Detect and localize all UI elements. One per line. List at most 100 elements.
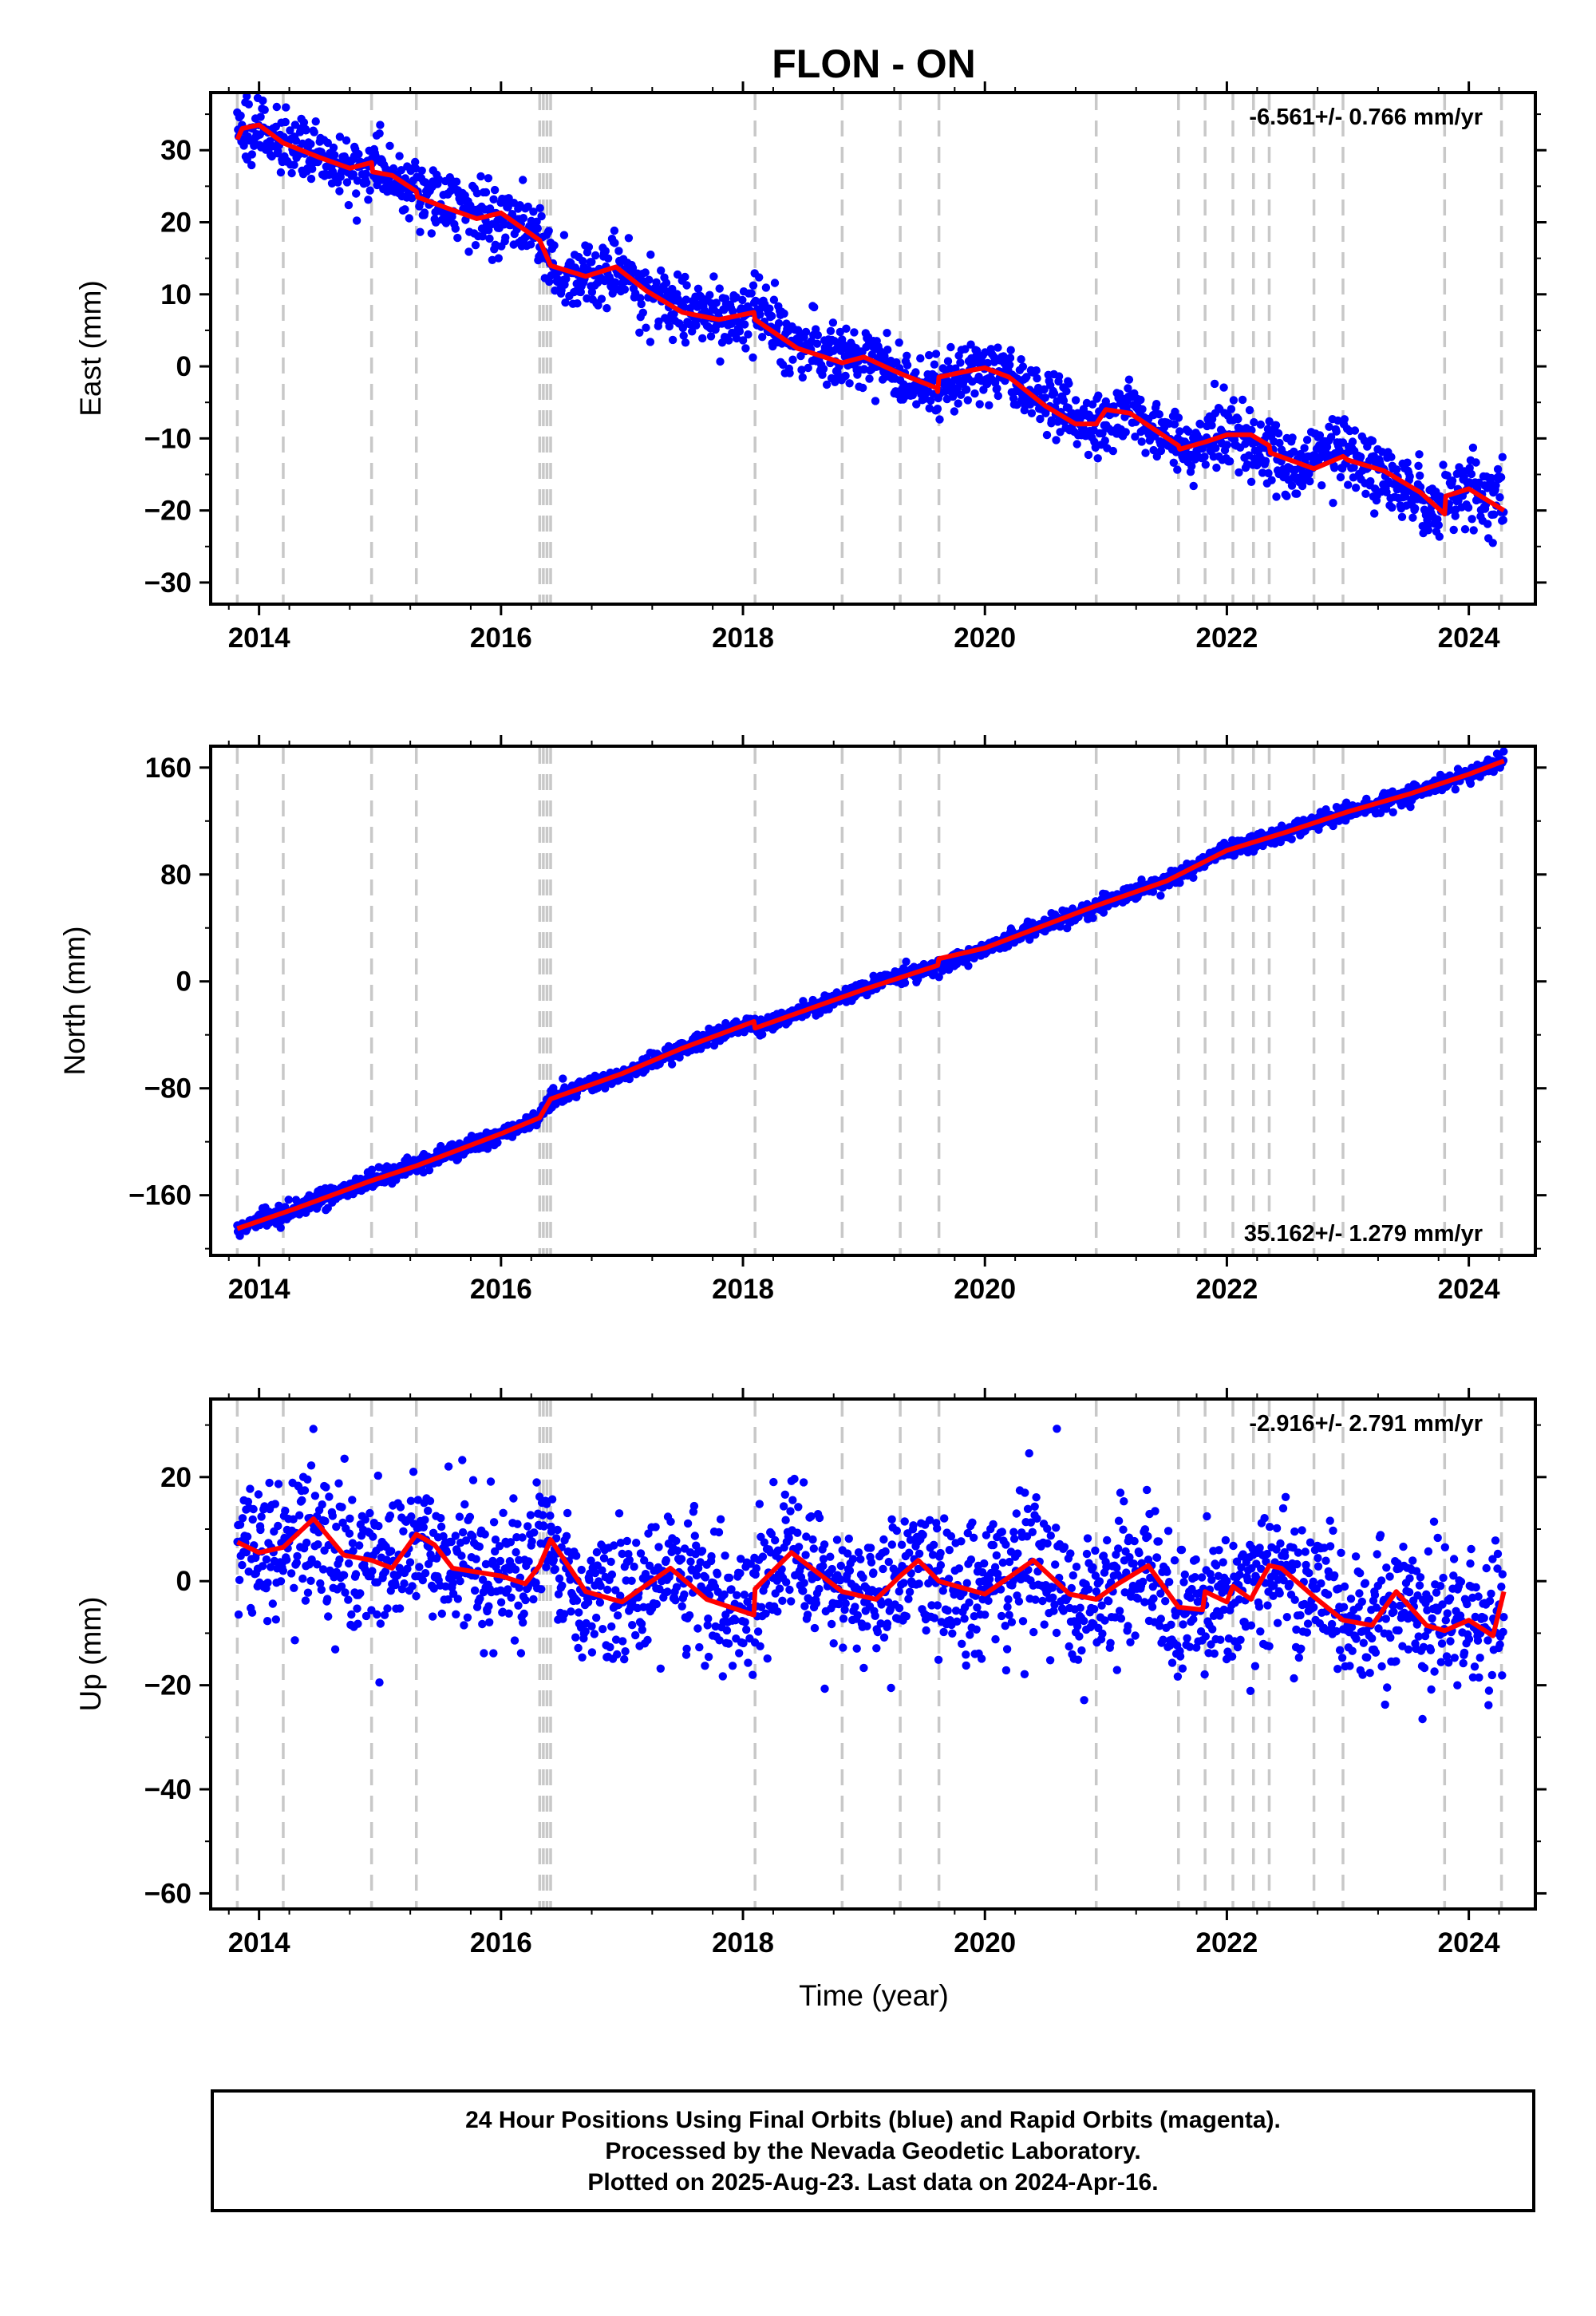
data-point — [1071, 396, 1080, 405]
data-point — [841, 1599, 850, 1608]
data-point — [850, 328, 859, 337]
data-point — [1424, 526, 1433, 535]
data-point — [507, 1593, 516, 1603]
data-point — [819, 365, 828, 373]
data-point — [666, 1517, 675, 1526]
data-point — [820, 1540, 829, 1549]
data-point — [434, 175, 444, 184]
data-point — [701, 1662, 709, 1670]
data-point — [707, 1551, 716, 1561]
data-point — [662, 1555, 670, 1565]
data-point — [485, 234, 494, 243]
data-point — [317, 1585, 326, 1595]
data-point — [1169, 458, 1179, 467]
data-point — [1042, 430, 1052, 440]
data-point — [712, 298, 721, 307]
data-point — [537, 211, 546, 221]
data-point — [800, 1579, 808, 1587]
data-point — [348, 1496, 357, 1504]
data-point — [1084, 450, 1093, 460]
data-point — [412, 1591, 421, 1601]
data-point — [758, 333, 767, 342]
data-point — [463, 1613, 472, 1622]
data-point — [826, 326, 836, 335]
data-point — [763, 1654, 772, 1663]
data-point — [452, 177, 461, 186]
data-point — [822, 380, 832, 389]
data-point — [420, 208, 429, 217]
data-point — [415, 1563, 424, 1571]
y-tick-label: −10 — [144, 423, 192, 454]
data-point — [488, 255, 497, 264]
data-point — [513, 1520, 522, 1528]
data-point — [665, 322, 674, 331]
data-point — [709, 272, 718, 281]
data-point — [603, 1585, 612, 1595]
data-point — [286, 126, 294, 135]
data-point — [728, 1662, 737, 1670]
data-point — [595, 1598, 605, 1607]
data-point — [437, 1514, 445, 1523]
data-point — [322, 1483, 330, 1492]
data-point — [263, 1617, 272, 1626]
data-point — [504, 1609, 513, 1618]
x-tick-label: 2024 — [1438, 622, 1500, 654]
data-point — [493, 1138, 502, 1148]
data-point — [819, 1562, 828, 1571]
data-point — [484, 226, 493, 235]
data-point — [526, 240, 535, 249]
data-point — [685, 1611, 694, 1620]
data-point — [365, 1508, 374, 1518]
data-point — [624, 234, 634, 243]
data-point — [994, 391, 1003, 401]
data-point — [476, 172, 485, 181]
data-point — [1054, 372, 1064, 381]
data-point — [1467, 469, 1476, 479]
data-point — [1219, 383, 1228, 392]
data-point — [306, 1576, 315, 1586]
data-point — [812, 339, 822, 348]
data-point — [845, 1566, 855, 1575]
data-point — [311, 117, 320, 126]
data-point — [485, 1618, 494, 1627]
data-point — [839, 1614, 848, 1623]
data-point — [1488, 539, 1497, 547]
data-point — [563, 1508, 572, 1518]
data-point — [1088, 914, 1097, 923]
data-point — [1344, 480, 1353, 489]
data-point — [535, 204, 544, 212]
data-point — [272, 102, 281, 112]
data-point — [341, 1588, 350, 1597]
data-point — [496, 1598, 506, 1607]
data-point — [1200, 453, 1209, 461]
data-point — [553, 1525, 562, 1535]
data-point — [293, 1551, 302, 1561]
data-point — [533, 224, 542, 233]
data-point — [782, 1578, 791, 1587]
data-point — [654, 317, 663, 326]
data-point — [732, 334, 741, 343]
data-point — [373, 180, 381, 190]
data-point — [780, 1490, 789, 1500]
data-point — [361, 169, 370, 178]
data-point — [668, 335, 678, 345]
data-point — [448, 1579, 457, 1588]
data-point — [238, 1514, 247, 1523]
data-point — [606, 1557, 615, 1567]
x-tick-label: 2018 — [712, 622, 774, 654]
data-point — [756, 1642, 764, 1650]
data-point — [437, 1609, 446, 1618]
data-point — [749, 1670, 757, 1679]
data-point — [753, 1627, 763, 1636]
data-point — [324, 1612, 333, 1621]
data-point — [368, 1567, 377, 1575]
data-point — [651, 1523, 660, 1531]
y-tick-label: −160 — [128, 1180, 192, 1211]
data-point — [1408, 513, 1417, 522]
data-point — [903, 361, 912, 370]
data-point — [244, 100, 253, 109]
data-point — [713, 1570, 722, 1579]
data-point — [670, 310, 678, 318]
data-point — [356, 1589, 365, 1598]
